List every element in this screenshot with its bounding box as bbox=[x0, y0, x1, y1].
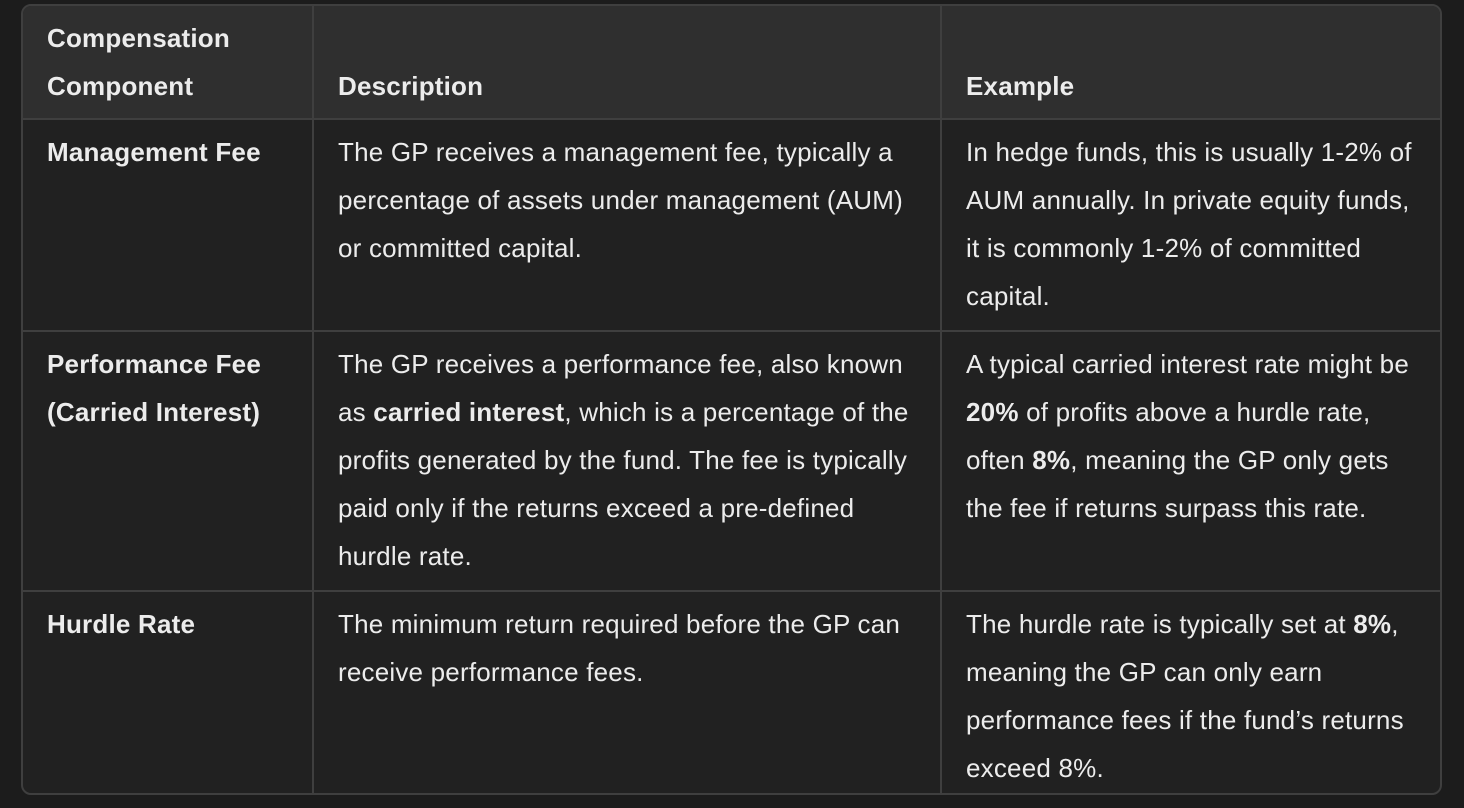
example-text: , meaning the GP only gets the fee if re… bbox=[966, 445, 1389, 523]
row-description-cell: The GP receives a performance fee, also … bbox=[312, 330, 942, 592]
example-bold-value: 8% bbox=[1353, 609, 1392, 639]
table-row: Hurdle Rate The minimum return required … bbox=[23, 590, 1440, 793]
row-component-cell: Hurdle Rate bbox=[23, 590, 314, 793]
row-description-cell: The minimum return required before the G… bbox=[312, 590, 942, 793]
table-header-row: Compensation Component Description Examp… bbox=[23, 6, 1440, 120]
description-bold-term: carried interest bbox=[373, 397, 565, 427]
example-text: of profits above a hurdle rate, often bbox=[966, 397, 1371, 475]
row-example-cell: The hurdle rate is typically set at 8%, … bbox=[940, 590, 1440, 793]
row-example-cell: A typical carried interest rate might be… bbox=[940, 330, 1440, 592]
example-text: The hurdle rate is typically set at bbox=[966, 609, 1354, 639]
compensation-table: Compensation Component Description Examp… bbox=[23, 6, 1440, 793]
example-bold-value: 8% bbox=[1032, 445, 1071, 475]
header-description: Description bbox=[312, 6, 942, 120]
description-text: The GP receives a performance fee, also … bbox=[338, 349, 903, 427]
row-component-cell: Management Fee bbox=[23, 118, 314, 332]
example-text: A typical carried interest rate might be bbox=[966, 349, 1409, 379]
header-compensation-component: Compensation Component bbox=[23, 6, 314, 120]
table-row: Management Fee The GP receives a managem… bbox=[23, 118, 1440, 332]
table-row: Performance Fee (Carried Interest) The G… bbox=[23, 330, 1440, 592]
header-example: Example bbox=[940, 6, 1440, 120]
description-text: , which is a percentage of the profits g… bbox=[338, 397, 909, 571]
example-bold-value: 20% bbox=[966, 397, 1019, 427]
row-example-cell: In hedge funds, this is usually 1-2% of … bbox=[940, 118, 1440, 332]
row-description-cell: The GP receives a management fee, typica… bbox=[312, 118, 942, 332]
row-component-cell: Performance Fee (Carried Interest) bbox=[23, 330, 314, 592]
example-text: , meaning the GP can only earn performan… bbox=[966, 609, 1404, 783]
compensation-table-container: Compensation Component Description Examp… bbox=[21, 4, 1442, 795]
